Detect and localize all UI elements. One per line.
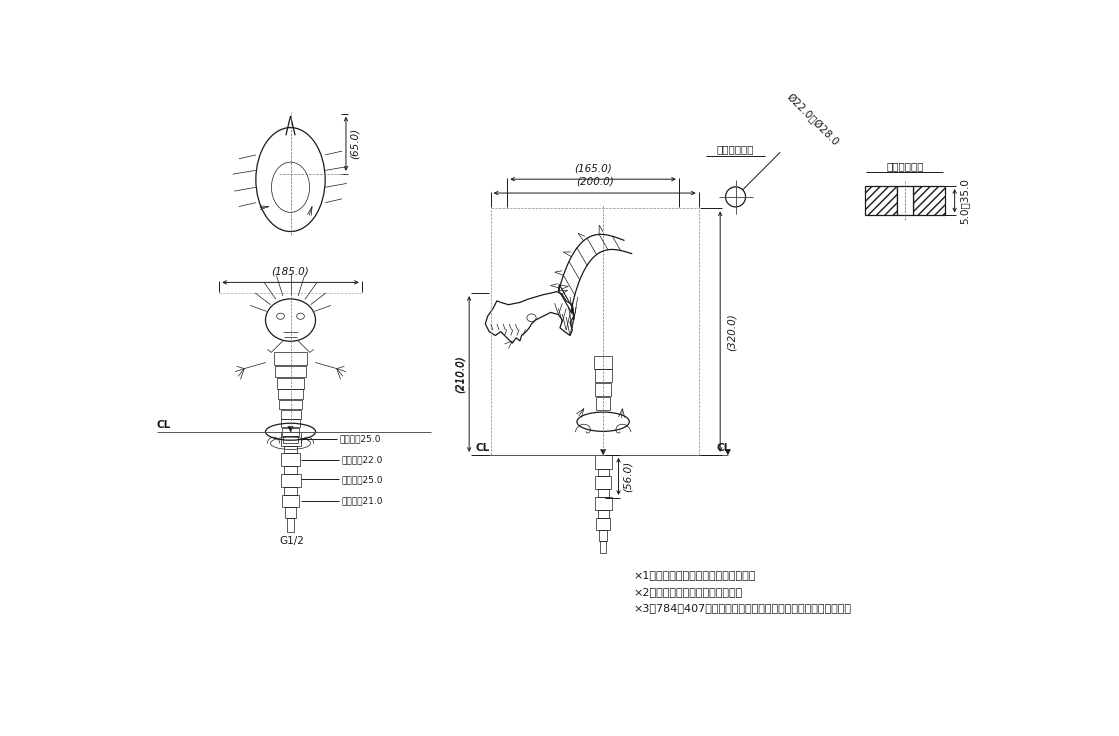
Text: 5.0～35.0: 5.0～35.0	[959, 178, 969, 224]
Text: 天板締付範囲: 天板締付範囲	[886, 160, 923, 171]
Bar	[282, 428, 299, 436]
Bar	[283, 445, 298, 453]
Text: CL: CL	[716, 443, 731, 453]
Text: CL: CL	[476, 443, 490, 453]
Text: (165.0): (165.0)	[574, 163, 612, 173]
Bar	[273, 352, 308, 365]
Bar	[286, 518, 294, 532]
Polygon shape	[601, 450, 605, 455]
Text: (56.0): (56.0)	[623, 461, 633, 492]
Bar	[282, 495, 299, 507]
Bar	[594, 498, 612, 510]
Bar	[279, 400, 302, 409]
Text: (65.0): (65.0)	[350, 128, 360, 159]
Bar	[865, 186, 896, 216]
Bar	[283, 467, 298, 474]
Text: ×2　止水栓を必ず設置すること。: ×2 止水栓を必ず設置すること。	[634, 587, 743, 596]
Bar	[600, 541, 606, 553]
Text: G1/2: G1/2	[279, 536, 304, 546]
Bar	[276, 378, 304, 389]
Bar	[281, 453, 300, 467]
Text: ×1　（　）内寸法は参考寸法である。: ×1 （ ）内寸法は参考寸法である。	[634, 570, 756, 579]
Text: (185.0): (185.0)	[272, 266, 309, 276]
Bar	[598, 489, 609, 498]
Text: Ø22.0～Ø28.0: Ø22.0～Ø28.0	[784, 93, 840, 149]
Polygon shape	[725, 450, 731, 455]
Bar	[913, 186, 946, 216]
Bar	[594, 369, 612, 383]
Bar	[279, 389, 303, 400]
Polygon shape	[288, 426, 293, 432]
Text: CL: CL	[157, 420, 171, 431]
Bar	[594, 355, 612, 369]
Bar	[596, 518, 610, 531]
Bar	[596, 397, 610, 410]
Bar	[281, 420, 300, 427]
Text: ×3　784－407カウンター化妝バルブと合わせて使用すること。: ×3 784－407カウンター化妝バルブと合わせて使用すること。	[634, 604, 852, 614]
Bar	[285, 507, 295, 518]
Text: 大角対辺25.0: 大角対辺25.0	[339, 434, 380, 443]
Bar	[595, 383, 611, 396]
Bar	[275, 366, 305, 377]
Bar	[595, 476, 611, 489]
Bar	[896, 186, 913, 216]
Bar	[281, 474, 301, 487]
Text: (200.0): (200.0)	[576, 177, 613, 187]
Text: 大角対辺22.0: 大角対辺22.0	[341, 456, 383, 464]
Text: (210.0): (210.0)	[455, 355, 464, 393]
Text: (320.0): (320.0)	[726, 313, 736, 350]
Bar	[283, 487, 298, 495]
Bar	[598, 510, 609, 518]
Bar	[283, 436, 298, 443]
Bar	[598, 469, 609, 476]
Text: 大角対辺21.0: 大角対辺21.0	[341, 497, 383, 506]
Text: 大角対辺25.0: 大角対辺25.0	[341, 475, 383, 484]
Text: (210.0): (210.0)	[455, 355, 466, 393]
Text: 天板取付穴径: 天板取付穴径	[717, 144, 754, 155]
Bar	[281, 432, 301, 445]
Bar	[281, 410, 301, 419]
Bar	[594, 455, 612, 469]
Bar	[600, 531, 606, 541]
